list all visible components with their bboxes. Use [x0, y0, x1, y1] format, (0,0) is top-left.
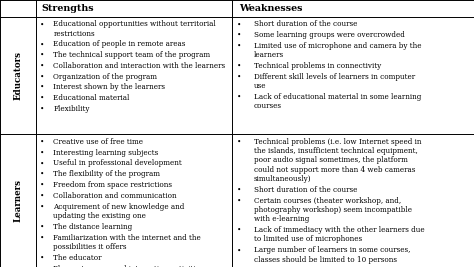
Text: Acquirement of new knowledge and: Acquirement of new knowledge and	[53, 203, 185, 211]
Text: •: •	[237, 62, 241, 70]
Text: •: •	[39, 203, 44, 211]
Text: courses: courses	[254, 102, 282, 110]
Text: Pleasant course and interesting activities: Pleasant course and interesting activiti…	[53, 265, 204, 267]
Text: •: •	[39, 265, 44, 267]
Text: Technical problems in connectivity: Technical problems in connectivity	[254, 62, 381, 70]
Text: Familiarization with the internet and the: Familiarization with the internet and th…	[53, 234, 201, 242]
Text: •: •	[237, 197, 241, 205]
Text: •: •	[237, 226, 241, 234]
Text: Education of people in remote areas: Education of people in remote areas	[53, 40, 186, 48]
Text: Technical problems (i.e. low Internet speed in: Technical problems (i.e. low Internet sp…	[254, 138, 421, 146]
Text: •: •	[237, 186, 241, 194]
Text: use: use	[254, 82, 266, 90]
Text: •: •	[39, 234, 44, 242]
Text: Educators: Educators	[13, 51, 22, 100]
Text: the islands, insufficient technical equipment,: the islands, insufficient technical equi…	[254, 147, 418, 155]
Text: •: •	[39, 40, 44, 48]
Text: Lack of immediacy with the other learners due: Lack of immediacy with the other learner…	[254, 226, 425, 234]
Text: Freedom from space restrictions: Freedom from space restrictions	[53, 181, 172, 189]
Text: •: •	[237, 31, 241, 39]
Text: Organization of the program: Organization of the program	[53, 73, 157, 81]
Text: Flexibility: Flexibility	[53, 105, 90, 113]
Text: •: •	[237, 93, 241, 101]
Text: Creative use of free time: Creative use of free time	[53, 138, 143, 146]
Text: •: •	[237, 246, 241, 254]
Text: •: •	[39, 51, 44, 59]
Text: with e-learning: with e-learning	[254, 215, 310, 223]
Text: The educator: The educator	[53, 254, 102, 262]
Text: Strengths: Strengths	[41, 4, 94, 13]
Text: Lack of educational material in some learning: Lack of educational material in some lea…	[254, 93, 421, 101]
Text: Short duration of the course: Short duration of the course	[254, 186, 357, 194]
Text: •: •	[39, 159, 44, 167]
Text: The technical support team of the program: The technical support team of the progra…	[53, 51, 210, 59]
Text: classes should be limited to 10 persons: classes should be limited to 10 persons	[254, 256, 397, 264]
Text: •: •	[39, 223, 44, 231]
Text: Certain courses (theater workshop, and,: Certain courses (theater workshop, and,	[254, 197, 401, 205]
Text: learners: learners	[254, 51, 284, 59]
Text: •: •	[237, 138, 241, 146]
Text: to limited use of microphones: to limited use of microphones	[254, 235, 362, 244]
Text: •: •	[39, 192, 44, 200]
Text: •: •	[39, 20, 44, 28]
Text: Short duration of the course: Short duration of the course	[254, 20, 357, 28]
Text: Different skill levels of learners in computer: Different skill levels of learners in co…	[254, 73, 415, 81]
Text: simultaneously): simultaneously)	[254, 175, 311, 183]
Text: photography workshop) seem incompatible: photography workshop) seem incompatible	[254, 206, 412, 214]
Text: The distance learning: The distance learning	[53, 223, 133, 231]
Text: •: •	[39, 62, 44, 70]
Text: Interest shown by the learners: Interest shown by the learners	[53, 83, 165, 91]
Text: •: •	[237, 20, 241, 28]
Text: •: •	[39, 138, 44, 146]
Text: Some learning groups were overcrowded: Some learning groups were overcrowded	[254, 31, 405, 39]
Text: •: •	[237, 73, 241, 81]
Text: The flexibility of the program: The flexibility of the program	[53, 170, 160, 178]
Text: Useful in professional development: Useful in professional development	[53, 159, 182, 167]
Text: •: •	[39, 83, 44, 91]
Text: poor audio signal sometimes, the platform: poor audio signal sometimes, the platfor…	[254, 156, 408, 164]
Text: could not support more than 4 web cameras: could not support more than 4 web camera…	[254, 166, 415, 174]
Text: •: •	[39, 181, 44, 189]
Text: Educational opportunities without territorial: Educational opportunities without territ…	[53, 20, 216, 28]
Text: Weaknesses: Weaknesses	[239, 4, 303, 13]
Text: •: •	[39, 148, 44, 156]
Text: Collaboration and interaction with the learners: Collaboration and interaction with the l…	[53, 62, 225, 70]
Text: Educational material: Educational material	[53, 94, 129, 102]
Text: updating the existing one: updating the existing one	[53, 212, 146, 220]
Text: Limited use of microphone and camera by the: Limited use of microphone and camera by …	[254, 42, 421, 50]
Text: •: •	[39, 105, 44, 113]
Text: •: •	[39, 73, 44, 81]
Text: Large number of learners in some courses,: Large number of learners in some courses…	[254, 246, 410, 254]
Text: Collaboration and communication: Collaboration and communication	[53, 192, 177, 200]
Text: restrictions: restrictions	[53, 30, 95, 38]
Text: Learners: Learners	[13, 179, 22, 222]
Text: •: •	[39, 170, 44, 178]
Text: •: •	[237, 42, 241, 50]
Text: Interesting learning subjects: Interesting learning subjects	[53, 148, 158, 156]
Text: •: •	[39, 94, 44, 102]
Text: •: •	[39, 254, 44, 262]
Text: possibilities it offers: possibilities it offers	[53, 244, 127, 252]
